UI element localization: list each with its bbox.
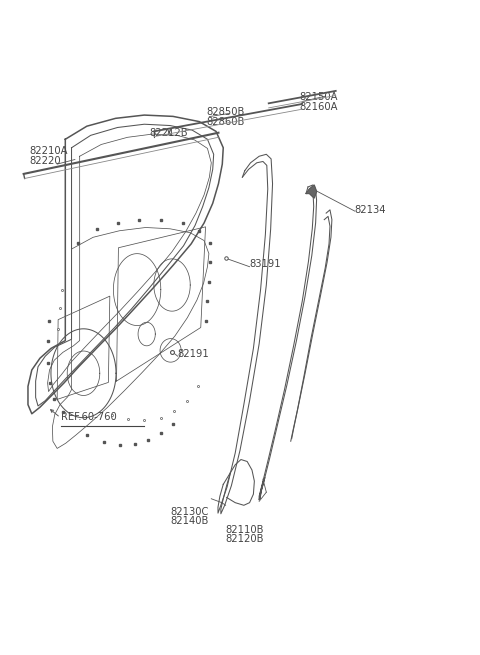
Text: 82860B: 82860B	[206, 117, 245, 127]
Text: 82150A: 82150A	[300, 92, 338, 102]
Polygon shape	[306, 185, 317, 198]
Text: 82191: 82191	[178, 349, 210, 359]
Text: 82110B: 82110B	[226, 525, 264, 535]
Text: 83191: 83191	[250, 259, 281, 269]
Text: 82130C: 82130C	[170, 507, 209, 517]
Text: 82134: 82134	[355, 205, 386, 215]
Text: 82120B: 82120B	[226, 534, 264, 544]
Text: 82160A: 82160A	[300, 102, 338, 112]
Text: 82210A: 82210A	[29, 146, 68, 157]
Text: 82220: 82220	[29, 156, 61, 166]
Text: 82850B: 82850B	[206, 107, 245, 117]
Text: REF.60-760: REF.60-760	[60, 412, 116, 422]
Text: 82140B: 82140B	[170, 516, 209, 526]
Text: 82212B: 82212B	[149, 128, 188, 138]
